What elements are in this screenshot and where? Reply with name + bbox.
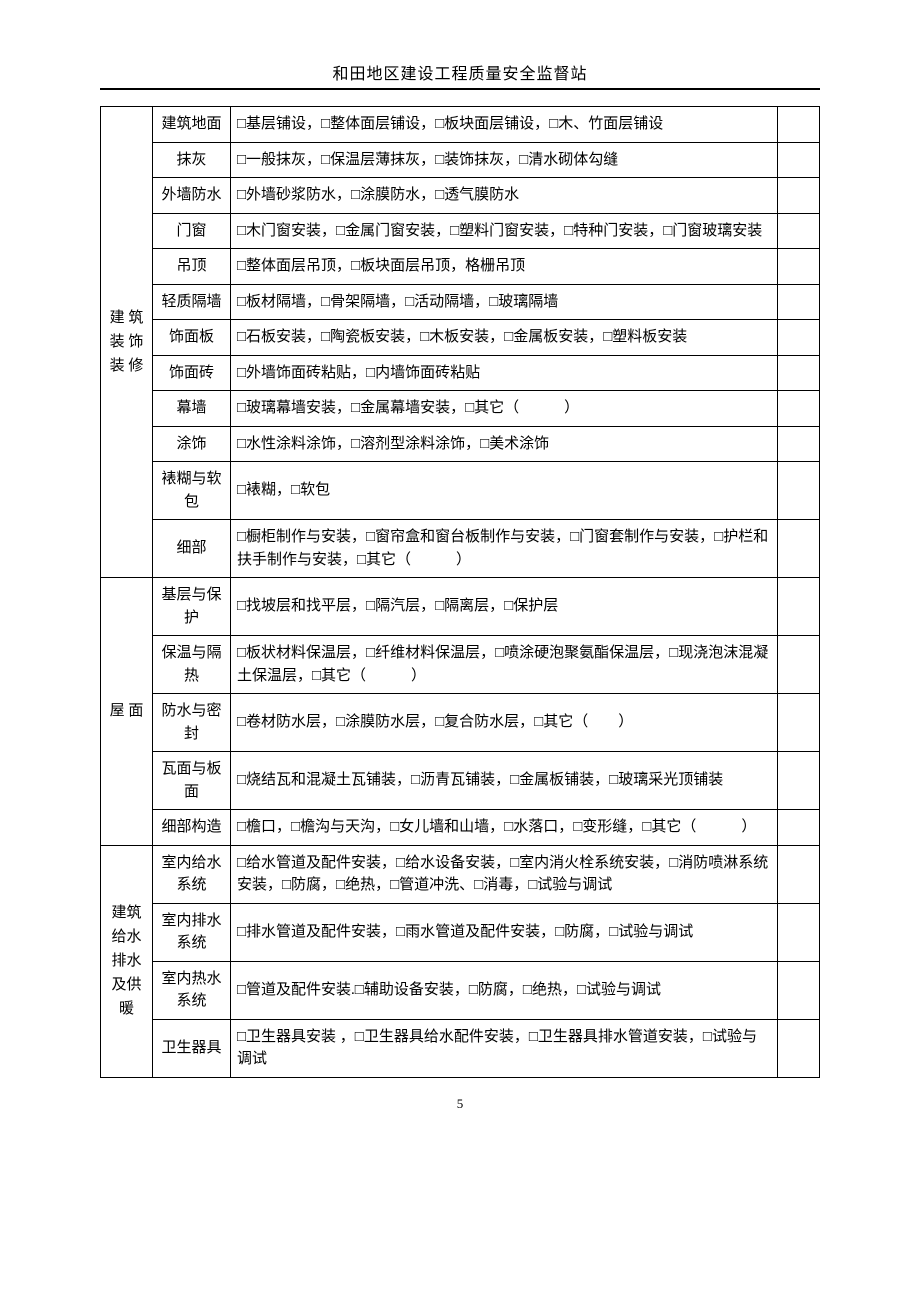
options-cell: □一般抹灰，□保温层薄抹灰，□装饰抹灰，□清水砌体勾缝 <box>231 142 778 178</box>
table-row: 屋 面基层与保护□找坡层和找平层，□隔汽层，□隔离层，□保护层 <box>101 578 820 636</box>
remark-cell <box>778 462 820 520</box>
remark-cell <box>778 578 820 636</box>
subcategory-cell: 瓦面与板面 <box>153 752 231 810</box>
remark-cell <box>778 810 820 846</box>
options-cell: □整体面层吊顶，□板块面层吊顶，格栅吊顶 <box>231 249 778 285</box>
table-row: 饰面板□石板安装，□陶瓷板安装，□木板安装，□金属板安装，□塑料板安装 <box>101 320 820 356</box>
subcategory-cell: 细部 <box>153 520 231 578</box>
subcategory-cell: 饰面砖 <box>153 355 231 391</box>
remark-cell <box>778 320 820 356</box>
subcategory-cell: 室内给水系统 <box>153 845 231 903</box>
header-divider <box>100 88 820 90</box>
table-row: 抹灰□一般抹灰，□保温层薄抹灰，□装饰抹灰，□清水砌体勾缝 <box>101 142 820 178</box>
subcategory-cell: 建筑地面 <box>153 107 231 143</box>
options-cell: □裱糊，□软包 <box>231 462 778 520</box>
table-row: 轻质隔墙□板材隔墙，□骨架隔墙，□活动隔墙，□玻璃隔墙 <box>101 284 820 320</box>
category-label: 屋 面 <box>110 699 144 723</box>
table-row: 建筑给水排水及供暖室内给水系统□给水管道及配件安装，□给水设备安装，□室内消火栓… <box>101 845 820 903</box>
subcategory-cell: 涂饰 <box>153 426 231 462</box>
subcategory-cell: 幕墙 <box>153 391 231 427</box>
table-row: 涂饰□水性涂料涂饰，□溶剂型涂料涂饰，□美术涂饰 <box>101 426 820 462</box>
options-cell: □板状材料保温层，□纤维材料保温层，□喷涂硬泡聚氨酯保温层，□现浇泡沫混凝土保温… <box>231 636 778 694</box>
options-cell: □板材隔墙，□骨架隔墙，□活动隔墙，□玻璃隔墙 <box>231 284 778 320</box>
subcategory-cell: 饰面板 <box>153 320 231 356</box>
options-cell: □找坡层和找平层，□隔汽层，□隔离层，□保护层 <box>231 578 778 636</box>
page-number: 5 <box>100 1096 820 1112</box>
subcategory-cell: 保温与隔热 <box>153 636 231 694</box>
subcategory-cell: 门窗 <box>153 213 231 249</box>
remark-cell <box>778 249 820 285</box>
page-header-title: 和田地区建设工程质量安全监督站 <box>100 60 820 84</box>
options-cell: □檐口，□檐沟与天沟，□女儿墙和山墙，□水落口，□变形缝，□其它（ ） <box>231 810 778 846</box>
table-row: 幕墙□玻璃幕墙安装，□金属幕墙安装，□其它（ ） <box>101 391 820 427</box>
category-label: 建筑给水排水及供暖 <box>111 901 141 1021</box>
remark-cell <box>778 391 820 427</box>
subcategory-cell: 裱糊与软包 <box>153 462 231 520</box>
subcategory-cell: 抹灰 <box>153 142 231 178</box>
remark-cell <box>778 752 820 810</box>
subcategory-cell: 室内热水系统 <box>153 961 231 1019</box>
options-cell: □水性涂料涂饰，□溶剂型涂料涂饰，□美术涂饰 <box>231 426 778 462</box>
subcategory-cell: 基层与保护 <box>153 578 231 636</box>
options-cell: □玻璃幕墙安装，□金属幕墙安装，□其它（ ） <box>231 391 778 427</box>
options-cell: □卫生器具安装 ，□卫生器具给水配件安装，□卫生器具排水管道安装，□试验与调试 <box>231 1019 778 1077</box>
table-row: 裱糊与软包□裱糊，□软包 <box>101 462 820 520</box>
options-cell: □卷材防水层，□涂膜防水层，□复合防水层，□其它（ ） <box>231 694 778 752</box>
options-cell: □外墙饰面砖粘贴，□内墙饰面砖粘贴 <box>231 355 778 391</box>
category-label: 建 筑装 饰装 修 <box>110 306 144 378</box>
options-cell: □木门窗安装，□金属门窗安装，□塑料门窗安装，□特种门安装，□门窗玻璃安装 <box>231 213 778 249</box>
table-row: 室内排水系统□排水管道及配件安装，□雨水管道及配件安装，□防腐，□试验与调试 <box>101 903 820 961</box>
subcategory-cell: 细部构造 <box>153 810 231 846</box>
options-cell: □基层铺设，□整体面层铺设，□板块面层铺设，□木、竹面层铺设 <box>231 107 778 143</box>
table-row: 防水与密封□卷材防水层，□涂膜防水层，□复合防水层，□其它（ ） <box>101 694 820 752</box>
table-row: 门窗□木门窗安装，□金属门窗安装，□塑料门窗安装，□特种门安装，□门窗玻璃安装 <box>101 213 820 249</box>
subcategory-cell: 室内排水系统 <box>153 903 231 961</box>
remark-cell <box>778 284 820 320</box>
remark-cell <box>778 520 820 578</box>
remark-cell <box>778 694 820 752</box>
options-cell: □外墙砂浆防水，□涂膜防水，□透气膜防水 <box>231 178 778 214</box>
construction-items-table: 建 筑装 饰装 修 建筑地面□基层铺设，□整体面层铺设，□板块面层铺设，□木、竹面… <box>100 106 820 1078</box>
remark-cell <box>778 845 820 903</box>
options-cell: □排水管道及配件安装，□雨水管道及配件安装，□防腐，□试验与调试 <box>231 903 778 961</box>
subcategory-cell: 卫生器具 <box>153 1019 231 1077</box>
options-cell: □管道及配件安装.□辅助设备安装，□防腐，□绝热，□试验与调试 <box>231 961 778 1019</box>
table-row: 吊顶□整体面层吊顶，□板块面层吊顶，格栅吊顶 <box>101 249 820 285</box>
category-cell: 建筑给水排水及供暖 <box>101 845 153 1077</box>
table-row: 建 筑装 饰装 修建筑地面□基层铺设，□整体面层铺设，□板块面层铺设，□木、竹面… <box>101 107 820 143</box>
options-cell: □烧结瓦和混凝土瓦铺装，□沥青瓦铺装，□金属板铺装，□玻璃采光顶铺装 <box>231 752 778 810</box>
remark-cell <box>778 107 820 143</box>
remark-cell <box>778 213 820 249</box>
category-cell: 屋 面 <box>101 578 153 846</box>
table-row: 瓦面与板面□烧结瓦和混凝土瓦铺装，□沥青瓦铺装，□金属板铺装，□玻璃采光顶铺装 <box>101 752 820 810</box>
table-row: 保温与隔热□板状材料保温层，□纤维材料保温层，□喷涂硬泡聚氨酯保温层，□现浇泡沫… <box>101 636 820 694</box>
options-cell: □橱柜制作与安装，□窗帘盒和窗台板制作与安装，□门窗套制作与安装，□护栏和扶手制… <box>231 520 778 578</box>
remark-cell <box>778 355 820 391</box>
subcategory-cell: 轻质隔墙 <box>153 284 231 320</box>
remark-cell <box>778 636 820 694</box>
table-row: 细部构造□檐口，□檐沟与天沟，□女儿墙和山墙，□水落口，□变形缝，□其它（ ） <box>101 810 820 846</box>
subcategory-cell: 外墙防水 <box>153 178 231 214</box>
remark-cell <box>778 1019 820 1077</box>
options-cell: □石板安装，□陶瓷板安装，□木板安装，□金属板安装，□塑料板安装 <box>231 320 778 356</box>
remark-cell <box>778 178 820 214</box>
table-row: 室内热水系统□管道及配件安装.□辅助设备安装，□防腐，□绝热，□试验与调试 <box>101 961 820 1019</box>
table-row: 饰面砖□外墙饰面砖粘贴，□内墙饰面砖粘贴 <box>101 355 820 391</box>
table-row: 外墙防水□外墙砂浆防水，□涂膜防水，□透气膜防水 <box>101 178 820 214</box>
remark-cell <box>778 961 820 1019</box>
category-cell: 建 筑装 饰装 修 <box>101 107 153 578</box>
remark-cell <box>778 142 820 178</box>
subcategory-cell: 吊顶 <box>153 249 231 285</box>
remark-cell <box>778 903 820 961</box>
table-row: 细部□橱柜制作与安装，□窗帘盒和窗台板制作与安装，□门窗套制作与安装，□护栏和扶… <box>101 520 820 578</box>
options-cell: □给水管道及配件安装，□给水设备安装，□室内消火栓系统安装，□消防喷淋系统安装，… <box>231 845 778 903</box>
table-row: 卫生器具□卫生器具安装 ，□卫生器具给水配件安装，□卫生器具排水管道安装，□试验… <box>101 1019 820 1077</box>
remark-cell <box>778 426 820 462</box>
subcategory-cell: 防水与密封 <box>153 694 231 752</box>
